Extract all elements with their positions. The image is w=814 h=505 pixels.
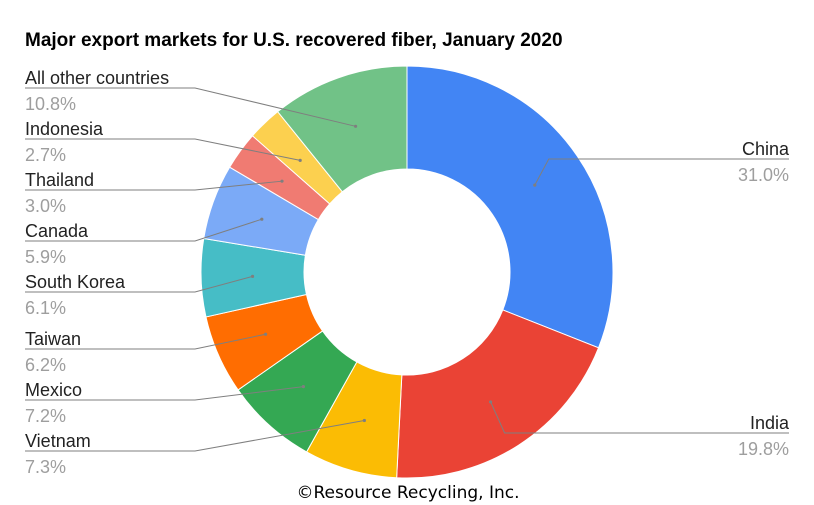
- value-label-china: 31.0%: [738, 165, 789, 185]
- value-label-all-other-countries: 10.8%: [25, 94, 76, 114]
- slices-group: [200, 65, 614, 479]
- value-label-vietnam: 7.3%: [25, 457, 66, 477]
- label-canada: Canada: [25, 221, 89, 241]
- label-indonesia: Indonesia: [25, 119, 104, 139]
- leader-line-canada: [25, 218, 262, 242]
- label-south-korea: South Korea: [25, 272, 126, 292]
- label-mexico: Mexico: [25, 380, 82, 400]
- label-taiwan: Taiwan: [25, 329, 81, 349]
- slice-india: [396, 309, 600, 479]
- leader-dot-canada: [260, 217, 264, 221]
- value-label-india: 19.8%: [738, 439, 789, 459]
- value-label-indonesia: 2.7%: [25, 145, 66, 165]
- value-label-south-korea: 6.1%: [25, 298, 66, 318]
- leader-line-india: [490, 401, 789, 434]
- label-china: China: [742, 139, 790, 159]
- leader-line-china: [534, 158, 789, 186]
- value-label-mexico: 7.2%: [25, 406, 66, 426]
- leader-line-taiwan: [25, 333, 266, 350]
- leader-line-thailand: [25, 180, 283, 191]
- label-vietnam: Vietnam: [25, 431, 91, 451]
- leader-line-mexico: [25, 386, 304, 401]
- chart-credit: ©Resource Recycling, Inc.: [297, 483, 520, 503]
- slice-china: [406, 65, 614, 349]
- chart-title: Major export markets for U.S. recovered …: [25, 30, 563, 51]
- value-label-thailand: 3.0%: [25, 196, 66, 216]
- label-thailand: Thailand: [25, 170, 94, 190]
- value-label-canada: 5.9%: [25, 247, 66, 267]
- leader-dot-thailand: [280, 179, 284, 183]
- label-india: India: [750, 413, 790, 433]
- leader-lines-group: [25, 87, 789, 452]
- label-all-other-countries: All other countries: [25, 68, 169, 88]
- leader-line-indonesia: [25, 138, 301, 161]
- leader-line-all-other-countries: [25, 87, 356, 127]
- leader-line-vietnam: [25, 420, 365, 452]
- labels-group: China 31.0% India 19.8% Vietnam 7.3% Mexico 7.2…: [25, 68, 790, 477]
- leader-line-south-korea: [25, 275, 253, 293]
- slice-all-other-countries: [276, 65, 408, 193]
- value-label-taiwan: 6.2%: [25, 355, 66, 375]
